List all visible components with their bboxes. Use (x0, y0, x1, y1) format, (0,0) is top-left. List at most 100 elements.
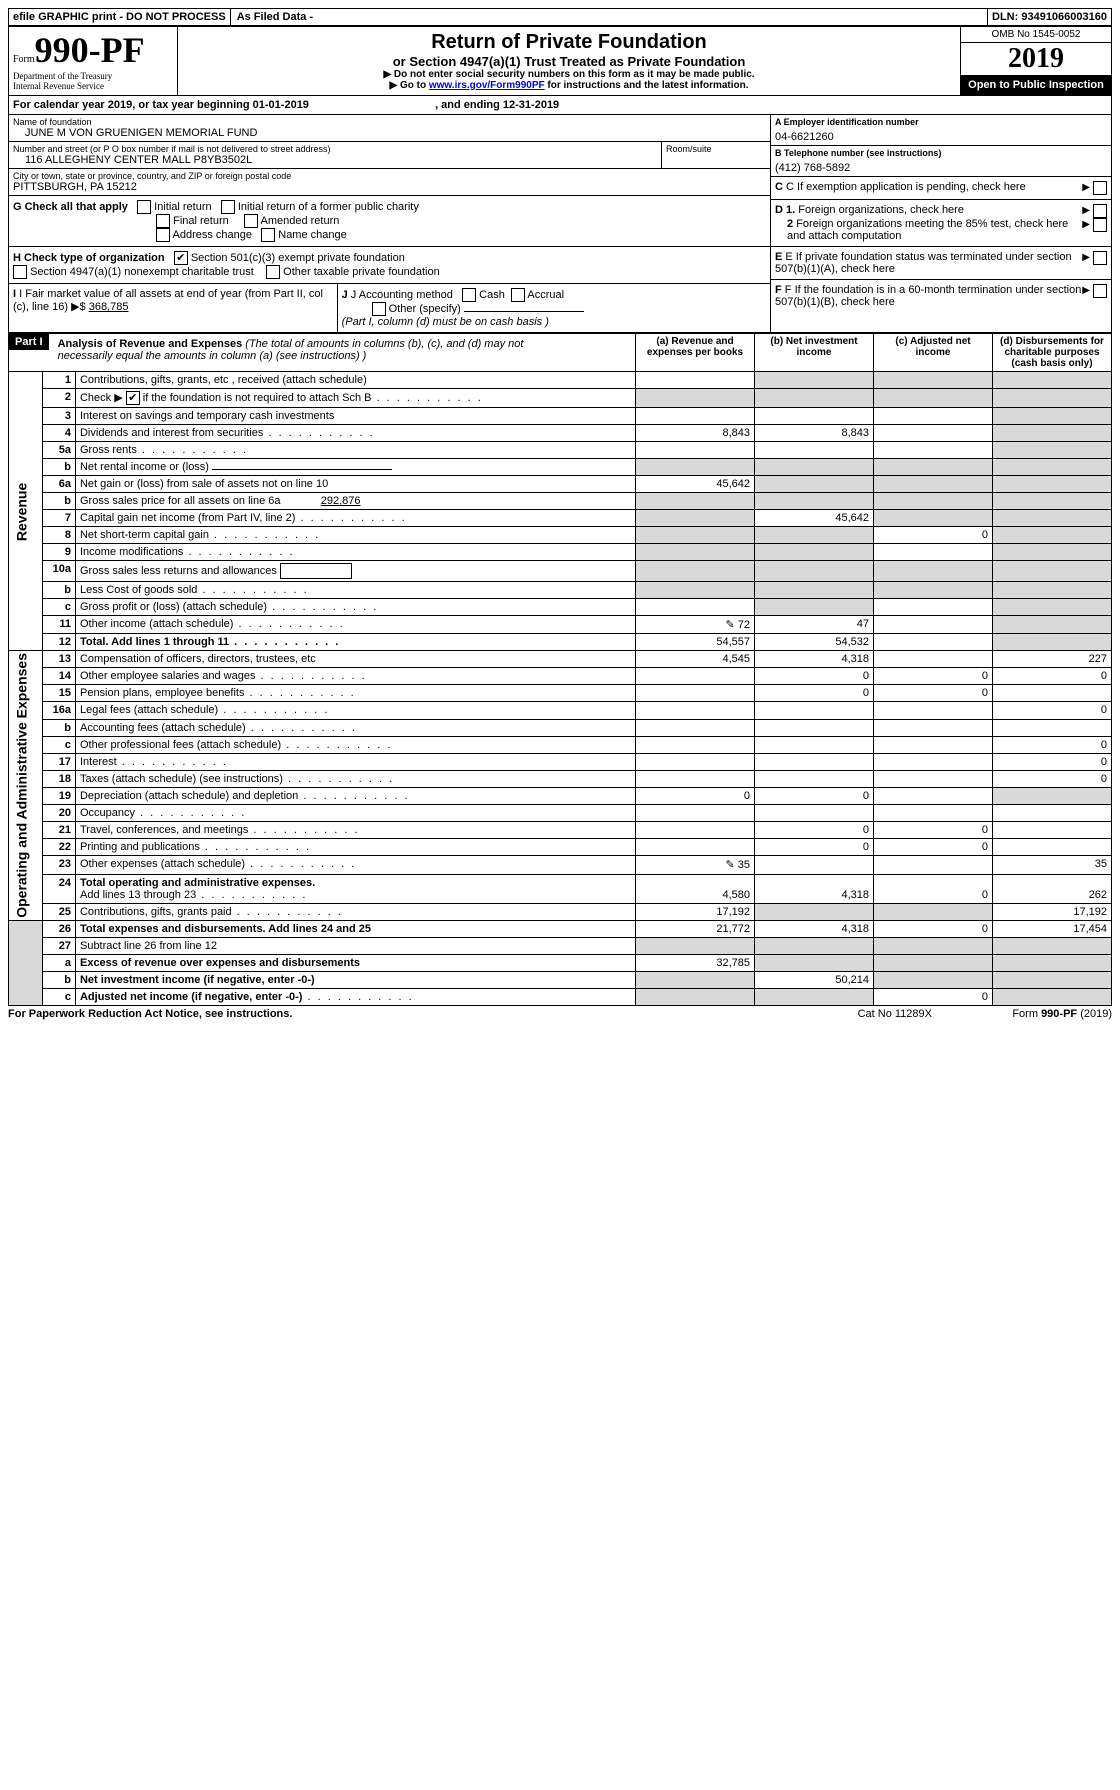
e-checkbox[interactable] (1093, 251, 1107, 265)
r27c-c: 0 (874, 988, 993, 1005)
g-address-checkbox[interactable] (156, 228, 170, 242)
form-header: Form990-PF Department of the Treasury In… (8, 27, 1112, 96)
r27c-d: Adjusted net income (if negative, enter … (80, 991, 302, 1003)
g-o2: Initial return of a former public charit… (238, 201, 419, 213)
r27a-n: a (42, 954, 75, 971)
r7-n: 7 (42, 510, 75, 527)
f-checkbox[interactable] (1093, 284, 1107, 298)
r16a-d4: 0 (993, 702, 1112, 719)
city: PITTSBURGH, PA 15212 (13, 181, 766, 193)
top-bar: efile GRAPHIC print - DO NOT PROCESS As … (8, 8, 1112, 27)
r25-d4: 17,192 (993, 903, 1112, 920)
note-goto-post: for instructions and the latest informat… (545, 80, 749, 91)
col-b-header: (b) Net investment income (755, 334, 874, 372)
r7-d: Capital gain net income (from Part IV, l… (80, 512, 295, 524)
irs-link[interactable]: www.irs.gov/Form990PF (429, 80, 545, 91)
r11-n: 11 (42, 616, 75, 634)
r8-n: 8 (42, 527, 75, 544)
dept: Department of the Treasury (13, 71, 173, 81)
r9-d: Income modifications (80, 546, 183, 558)
r21-b: 0 (755, 822, 874, 839)
r3-d: Interest on savings and temporary cash i… (75, 408, 635, 425)
r17-n: 17 (42, 753, 75, 770)
r27b-d: Net investment income (if negative, ente… (80, 974, 315, 986)
r14-c: 0 (874, 668, 993, 685)
r5a-n: 5a (42, 442, 75, 459)
r3-n: 3 (42, 408, 75, 425)
g-final-checkbox[interactable] (156, 214, 170, 228)
col-c-header: (c) Adjusted net income (874, 334, 993, 372)
r13-d: 227 (993, 651, 1112, 668)
identity-block: Name of foundation JUNE M VON GRUENIGEN … (8, 115, 1112, 333)
revenue-side: Revenue (9, 372, 43, 651)
r13-a: 4,545 (636, 651, 755, 668)
pencil-icon[interactable]: ✎ (725, 859, 734, 871)
r26-b: 4,318 (755, 920, 874, 937)
r2-post: if the foundation is not required to att… (140, 392, 372, 404)
j-accrual-checkbox[interactable] (511, 288, 525, 302)
r2-n: 2 (42, 389, 75, 408)
form-number: 990-PF (35, 30, 145, 70)
r14-b: 0 (755, 668, 874, 685)
city-label: City or town, state or province, country… (13, 171, 766, 181)
r12-n: 12 (42, 634, 75, 651)
r10b-n: b (42, 582, 75, 599)
as-filed: As Filed Data - (231, 8, 319, 26)
g-name-checkbox[interactable] (261, 228, 275, 242)
dln: DLN: 93491066003160 (987, 8, 1112, 26)
r6a-d: Net gain or (loss) from sale of assets n… (75, 476, 635, 493)
r26-a: 21,772 (636, 920, 755, 937)
r21-n: 21 (42, 822, 75, 839)
j-cash-checkbox[interactable] (462, 288, 476, 302)
d2-checkbox[interactable] (1093, 218, 1107, 232)
open-inspection: Open to Public Inspection (961, 75, 1111, 95)
r27a-a: 32,785 (636, 954, 755, 971)
h-501c3-checkbox[interactable]: ✔ (174, 251, 188, 265)
g-amended-checkbox[interactable] (244, 214, 258, 228)
d1-label: Foreign organizations, check here (798, 204, 964, 216)
r19-n: 19 (42, 787, 75, 804)
page-footer: For Paperwork Reduction Act Notice, see … (8, 1006, 1112, 1020)
j-other: Other (specify) (389, 303, 461, 315)
arrow-icon (1082, 181, 1090, 195)
r9-n: 9 (42, 544, 75, 561)
c-checkbox[interactable] (1093, 181, 1107, 195)
r27c-n: c (42, 988, 75, 1005)
r14-d: Other employee salaries and wages (80, 670, 255, 682)
g-label: G Check all that apply (13, 201, 128, 213)
r16b-d: Accounting fees (attach schedule) (80, 722, 246, 734)
form-suffix-pre: Form (1012, 1008, 1041, 1020)
r2-checkbox[interactable]: ✔ (126, 391, 140, 405)
r15-n: 15 (42, 685, 75, 702)
omb: OMB No 1545-0052 (961, 27, 1111, 43)
phone: (412) 768-5892 (775, 158, 1107, 174)
r15-b: 0 (755, 685, 874, 702)
h-other-checkbox[interactable] (266, 265, 280, 279)
col-a-header: (a) Revenue and expenses per books (636, 334, 755, 372)
r23-a: 35 (738, 859, 750, 871)
expenses-side: Operating and Administrative Expenses (9, 651, 43, 921)
a-label: A Employer identification number (775, 117, 1107, 127)
r8-d: Net short-term capital gain (80, 529, 209, 541)
r4-b: 8,843 (755, 425, 874, 442)
pencil-icon[interactable]: ✎ (725, 619, 734, 631)
part1-table: Part I Analysis of Revenue and Expenses … (8, 333, 1112, 1006)
r7-b: 45,642 (755, 510, 874, 527)
d1-checkbox[interactable] (1093, 204, 1107, 218)
j-cash: Cash (479, 289, 505, 301)
cat-no: Cat No 11289X (858, 1008, 932, 1020)
r6a-n: 6a (42, 476, 75, 493)
r19-a: 0 (636, 787, 755, 804)
r25-d: Contributions, gifts, grants paid (80, 906, 232, 918)
r15-c: 0 (874, 685, 993, 702)
h-4947-checkbox[interactable] (13, 265, 27, 279)
j-other-checkbox[interactable] (372, 302, 386, 316)
arrow-icon (389, 80, 397, 91)
r22-n: 22 (42, 839, 75, 856)
col-d-header: (d) Disbursements for charitable purpose… (993, 334, 1112, 372)
r25-n: 25 (42, 903, 75, 920)
r12-a: 54,557 (636, 634, 755, 651)
g-initial-checkbox[interactable] (137, 200, 151, 214)
h-label: H Check type of organization (13, 252, 165, 264)
g-former-checkbox[interactable] (221, 200, 235, 214)
